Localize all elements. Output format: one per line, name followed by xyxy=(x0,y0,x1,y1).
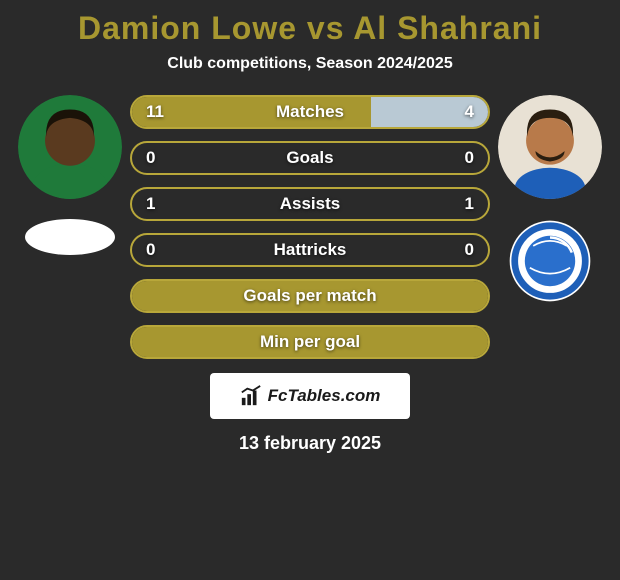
brand-badge: FcTables.com xyxy=(210,373,410,419)
stat-bar: 0 0 Goals xyxy=(130,141,490,175)
stat-left-value: 11 xyxy=(146,102,164,122)
comparison-grid: 114Matches00Goals11Assists00HattricksGoa… xyxy=(0,91,620,359)
stat-label: Hattricks xyxy=(274,240,347,260)
stat-label: Assists xyxy=(280,194,340,214)
stat-bar: 1 1 Assists xyxy=(130,187,490,221)
stat-right-value: 4 xyxy=(465,102,474,122)
stat-label: Min per goal xyxy=(260,332,360,352)
right-column xyxy=(490,91,610,303)
page-title: Damion Lowe vs Al Shahrani xyxy=(0,10,620,47)
stat-label: Matches xyxy=(276,102,344,122)
stat-left-value: 0 xyxy=(146,148,155,168)
stat-bar: 11 4 Matches xyxy=(130,95,490,129)
player-right-club-badge xyxy=(508,219,592,303)
stat-left-value: 1 xyxy=(146,194,155,214)
player-right-avatar-svg xyxy=(498,95,602,199)
player-left-avatar-svg xyxy=(18,95,122,199)
stat-label: Goals xyxy=(286,148,333,168)
player-left-avatar xyxy=(18,95,122,199)
chart-icon xyxy=(240,385,262,407)
stat-bar: Goals per match xyxy=(130,279,490,313)
stat-bar: 0 0 Hattricks xyxy=(130,233,490,267)
brand-text: FcTables.com xyxy=(268,386,381,406)
stats-bars: 114Matches00Goals11Assists00HattricksGoa… xyxy=(130,91,490,359)
left-column xyxy=(10,91,130,255)
stat-right-value: 0 xyxy=(465,148,474,168)
date-text: 13 february 2025 xyxy=(0,433,620,454)
player-left-club-placeholder xyxy=(25,219,115,255)
stat-right-value: 1 xyxy=(465,194,474,214)
comparison-card: Damion Lowe vs Al Shahrani Club competit… xyxy=(0,0,620,454)
stat-label: Goals per match xyxy=(243,286,376,306)
stat-left-value: 0 xyxy=(146,240,155,260)
player-right-avatar xyxy=(498,95,602,199)
page-subtitle: Club competitions, Season 2024/2025 xyxy=(0,55,620,73)
stat-right-value: 0 xyxy=(465,240,474,260)
club-badge-svg xyxy=(508,219,592,303)
stat-bar: Min per goal xyxy=(130,325,490,359)
